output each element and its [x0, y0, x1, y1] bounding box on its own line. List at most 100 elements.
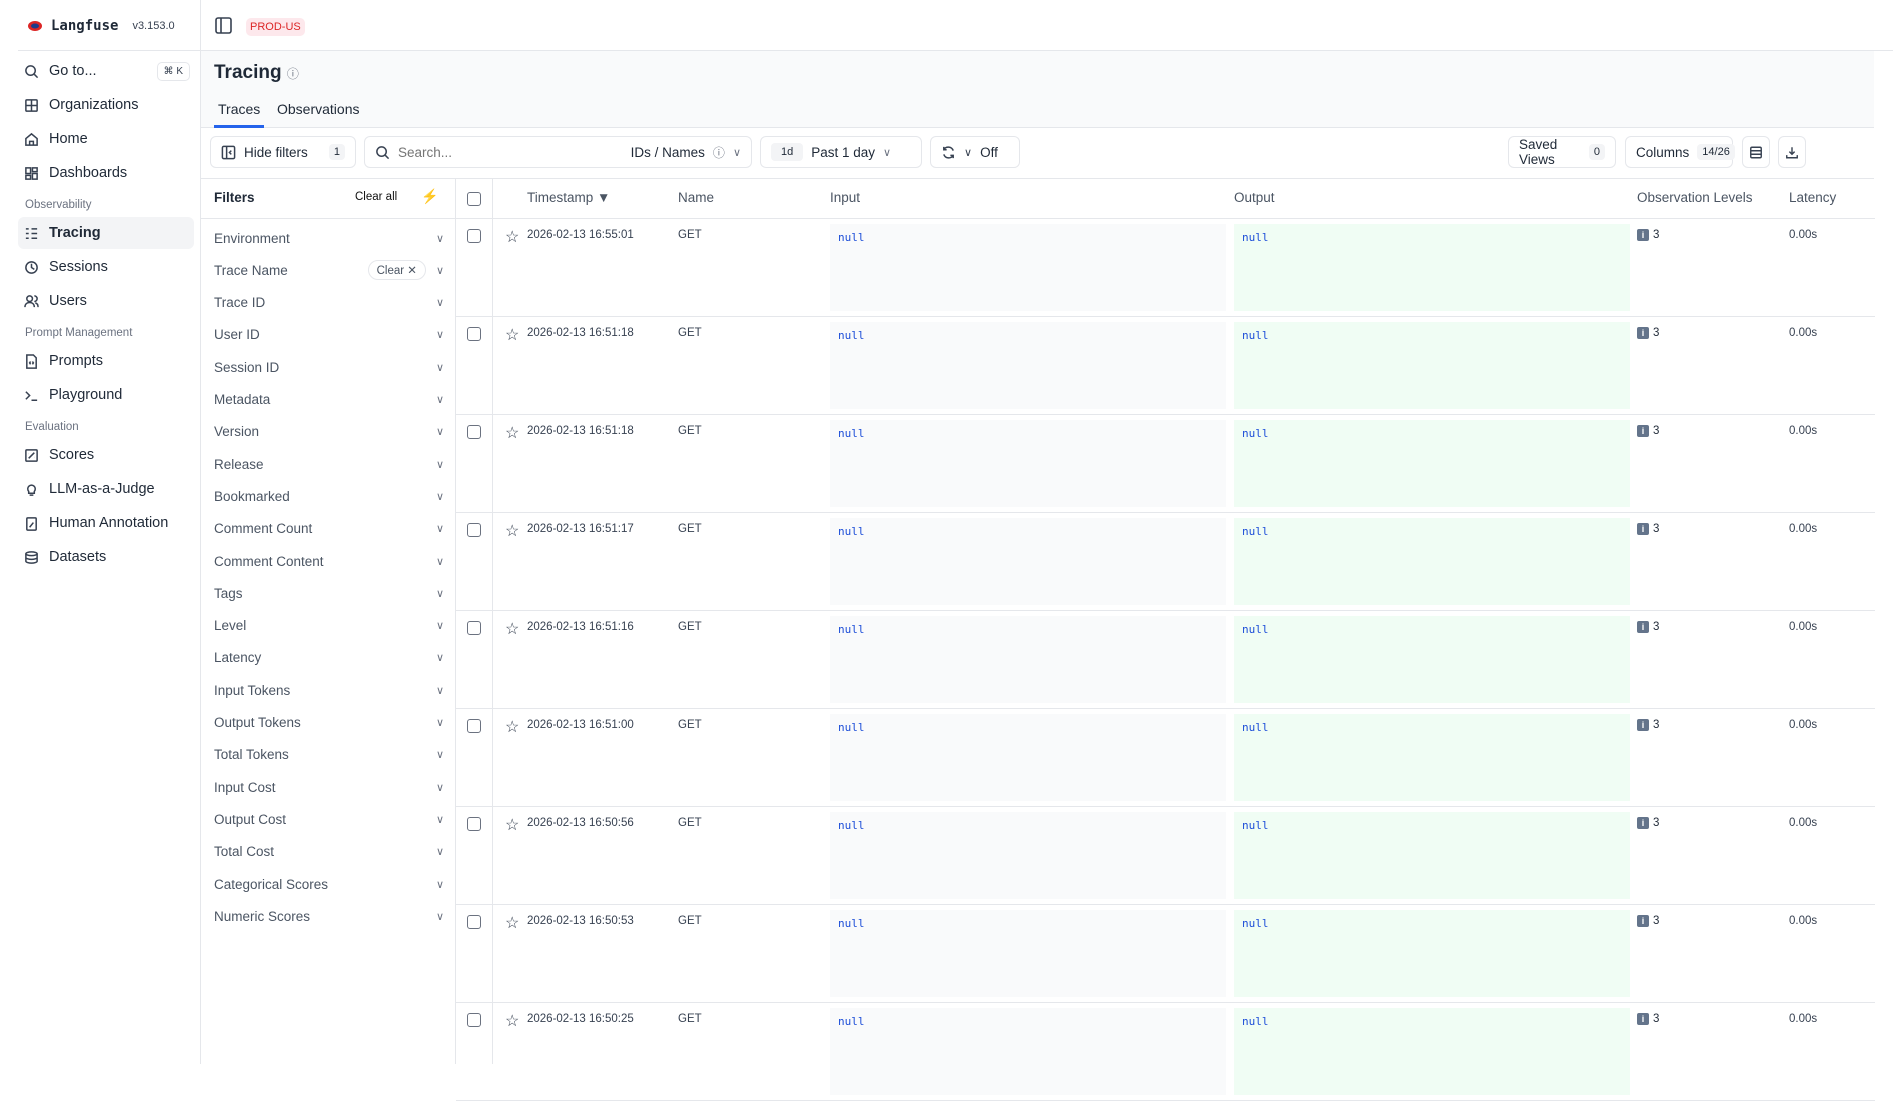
column-header-latency[interactable]: Latency [1789, 190, 1837, 205]
input-cell[interactable]: null [830, 714, 1226, 801]
filter-environment[interactable]: Environment ∨ [214, 225, 444, 251]
sidebar-item-datasets[interactable]: Datasets [18, 541, 194, 573]
star-icon[interactable]: ☆ [505, 719, 520, 736]
tab-observations[interactable]: Observations [277, 101, 360, 117]
input-cell[interactable]: null [830, 1008, 1226, 1095]
filter-categorical-scores[interactable]: Categorical Scores ∨ [214, 871, 444, 897]
sidebar-item-prompts[interactable]: Prompts [18, 345, 194, 377]
row-checkbox[interactable] [467, 817, 481, 831]
saved-views-button[interactable]: Saved Views 0 [1508, 136, 1616, 168]
filter-total-tokens[interactable]: Total Tokens ∨ [214, 742, 444, 768]
filter-session-id[interactable]: Session ID ∨ [214, 354, 444, 380]
row-checkbox[interactable] [467, 523, 481, 537]
output-cell[interactable]: null [1234, 812, 1630, 899]
output-cell[interactable]: null [1234, 616, 1630, 703]
star-icon[interactable]: ☆ [505, 425, 520, 442]
column-header-name[interactable]: Name [678, 190, 715, 205]
table-row[interactable]: ☆ 2026-02-13 16:51:18 GET null null i 3 0.00s [456, 415, 1875, 513]
input-cell[interactable]: null [830, 224, 1226, 311]
search-input[interactable] [398, 144, 598, 160]
star-icon[interactable]: ☆ [505, 817, 520, 834]
filter-latency[interactable]: Latency ∨ [214, 645, 444, 671]
input-cell[interactable]: null [830, 616, 1226, 703]
star-icon[interactable]: ☆ [505, 229, 520, 246]
column-header-output[interactable]: Output [1234, 190, 1275, 205]
table-row[interactable]: ☆ 2026-02-13 16:51:18 GET null null i 3 0.00s [456, 317, 1875, 415]
sidebar-item-sessions[interactable]: Sessions [18, 251, 194, 283]
goto-button[interactable]: Go to... ⌘ K [18, 55, 194, 87]
column-header-observation-levels[interactable]: Observation Levels [1637, 190, 1753, 205]
date-range-select[interactable]: 1d Past 1 day ∨ [760, 136, 922, 168]
filter-comment-count[interactable]: Comment Count ∨ [214, 516, 444, 542]
filter-output-cost[interactable]: Output Cost ∨ [214, 806, 444, 832]
input-cell[interactable]: null [830, 812, 1226, 899]
download-button[interactable] [1778, 136, 1806, 168]
output-cell[interactable]: null [1234, 518, 1630, 605]
sidebar-item-tracing[interactable]: Tracing [18, 217, 194, 249]
table-row[interactable]: ☆ 2026-02-13 16:51:17 GET null null i 3 0.00s [456, 513, 1875, 611]
filter-release[interactable]: Release ∨ [214, 451, 444, 477]
table-row[interactable]: ☆ 2026-02-13 16:50:56 GET null null i 3 0.00s [456, 807, 1875, 905]
input-cell[interactable]: null [830, 322, 1226, 409]
columns-button[interactable]: Columns 14/26 [1625, 136, 1735, 168]
filter-comment-content[interactable]: Comment Content ∨ [214, 548, 444, 574]
row-checkbox[interactable] [467, 719, 481, 733]
star-icon[interactable]: ☆ [505, 1013, 520, 1030]
sidebar-item-users[interactable]: Users [18, 285, 194, 317]
filter-input-cost[interactable]: Input Cost ∨ [214, 774, 444, 800]
filter-trace-id[interactable]: Trace ID ∨ [214, 290, 444, 316]
info-icon[interactable]: ⓘ [286, 67, 299, 81]
sidebar-item-dashboards[interactable]: Dashboards [18, 157, 194, 189]
filter-version[interactable]: Version ∨ [214, 419, 444, 445]
row-checkbox[interactable] [467, 915, 481, 929]
filter-numeric-scores[interactable]: Numeric Scores ∨ [214, 903, 444, 929]
magic-wand-icon[interactable]: ⚡ [421, 188, 439, 204]
filter-trace-name[interactable]: Trace Name Clear ✕ ∨ [214, 257, 444, 283]
output-cell[interactable]: null [1234, 322, 1630, 409]
output-cell[interactable]: null [1234, 714, 1630, 801]
star-icon[interactable]: ☆ [505, 621, 520, 638]
sidebar-item-organizations[interactable]: Organizations [18, 89, 194, 121]
input-cell[interactable]: null [830, 518, 1226, 605]
filter-total-cost[interactable]: Total Cost ∨ [214, 839, 444, 865]
output-cell[interactable]: null [1234, 420, 1630, 507]
filter-tags[interactable]: Tags ∨ [214, 580, 444, 606]
sidebar-toggle-icon[interactable] [215, 17, 232, 34]
output-cell[interactable]: null [1234, 910, 1630, 997]
clear-all-button[interactable]: Clear all [355, 191, 398, 203]
filter-metadata[interactable]: Metadata ∨ [214, 387, 444, 413]
table-row[interactable]: ☆ 2026-02-13 16:55:01 GET null null i 3 0.00s [456, 219, 1875, 317]
sidebar-item-playground[interactable]: Playground [18, 379, 194, 411]
output-cell[interactable]: null [1234, 224, 1630, 311]
filter-bookmarked[interactable]: Bookmarked ∨ [214, 483, 444, 509]
star-icon[interactable]: ☆ [505, 327, 520, 344]
search-mode-select[interactable]: IDs / Names ⓘ ∨ [631, 144, 741, 161]
filter-level[interactable]: Level ∨ [214, 613, 444, 639]
table-row[interactable]: ☆ 2026-02-13 16:51:00 GET null null i 3 0.00s [456, 709, 1875, 807]
tab-traces[interactable]: Traces [214, 100, 265, 128]
logo[interactable]: Langfuse v3.153.0 [27, 18, 175, 34]
sidebar-item-llm-as-a-judge[interactable]: LLM-as-a-Judge [18, 473, 194, 505]
sidebar-item-home[interactable]: Home [18, 123, 194, 155]
table-row[interactable]: ☆ 2026-02-13 16:50:25 GET null null i 3 0.00s [456, 1003, 1875, 1101]
filter-input-tokens[interactable]: Input Tokens ∨ [214, 677, 444, 703]
auto-refresh-button[interactable]: ∨ Off [930, 136, 1020, 168]
filter-output-tokens[interactable]: Output Tokens ∨ [214, 710, 444, 736]
table-row[interactable]: ☆ 2026-02-13 16:51:16 GET null null i 3 0.00s [456, 611, 1875, 709]
hide-filters-button[interactable]: Hide filters 1 [210, 136, 356, 168]
sidebar-item-scores[interactable]: Scores [18, 439, 194, 471]
input-cell[interactable]: null [830, 910, 1226, 997]
star-icon[interactable]: ☆ [505, 523, 520, 540]
column-header-input[interactable]: Input [830, 190, 861, 205]
row-checkbox[interactable] [467, 425, 481, 439]
row-checkbox[interactable] [467, 327, 481, 341]
filter-user-id[interactable]: User ID ∨ [214, 322, 444, 348]
clear-filter-button[interactable]: Clear ✕ [367, 260, 426, 281]
row-checkbox[interactable] [467, 1013, 481, 1027]
row-checkbox[interactable] [467, 621, 481, 635]
column-header-timestamp[interactable]: Timestamp ▼ [527, 190, 611, 205]
input-cell[interactable]: null [830, 420, 1226, 507]
row-density-button[interactable] [1742, 136, 1770, 168]
table-row[interactable]: ☆ 2026-02-13 16:50:53 GET null null i 3 0.00s [456, 905, 1875, 1003]
sidebar-item-human-annotation[interactable]: Human Annotation [18, 507, 194, 539]
